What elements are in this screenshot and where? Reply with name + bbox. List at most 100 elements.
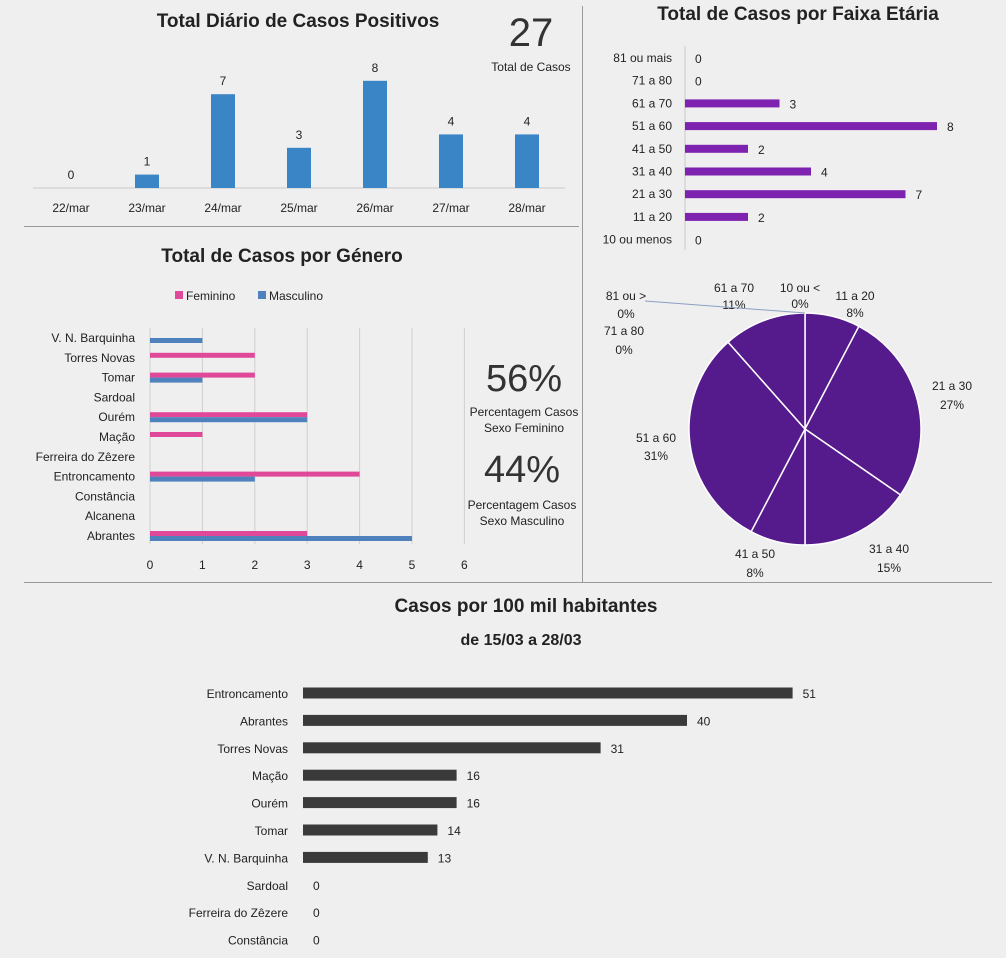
pie-label-pct: 15% <box>877 561 901 575</box>
legend-label-masculino: Masculino <box>269 289 323 303</box>
daily-tick-label: 22/mar <box>52 201 89 215</box>
pie-label-name: 81 ou > <box>606 289 646 303</box>
bar-masculino-v-n-barquinha <box>150 338 203 343</box>
daily-chart-title: Total Diário de Casos Positivos <box>157 11 440 32</box>
pie-label-pct: 11% <box>722 298 745 312</box>
per100k-bar-macao <box>303 769 457 781</box>
pie-label-pct: 31% <box>644 449 668 463</box>
per100k-bar-torres-novas <box>303 742 601 754</box>
legend-label-feminino: Feminino <box>186 289 236 303</box>
gender-category-label: Abrantes <box>87 529 135 543</box>
pie-slice-21-a-30 <box>804 325 922 496</box>
age-value-label: 8 <box>947 120 954 134</box>
gender-tick-label: 0 <box>147 558 154 572</box>
per100k-subtitle: de 15/03 a 28/03 <box>461 632 582 649</box>
bar-masculino-entroncamento <box>150 476 255 482</box>
pie-label-name: 41 a 50 <box>735 547 775 561</box>
divider-vertical <box>582 6 583 582</box>
gender-category-label: Ferreira do Zêzere <box>36 450 136 464</box>
age-tick-label: 61 a 70 <box>632 96 672 110</box>
age-value-label: 3 <box>790 97 797 111</box>
gender-category-label: Mação <box>99 430 135 444</box>
gender-tick-label: 4 <box>356 558 363 572</box>
daily-tick-label: 23/mar <box>128 201 165 215</box>
age-value-label: 4 <box>821 166 828 180</box>
pie-label-name: 10 ou < <box>780 281 820 295</box>
age-tick-label: 51 a 60 <box>632 119 672 133</box>
per100k-category-label: Abrantes <box>240 714 288 728</box>
bar-feminino-tomar <box>150 372 255 378</box>
pie-label-name: 51 a 60 <box>636 431 676 445</box>
daily-tick-label: 28/mar <box>508 201 545 215</box>
per100k-value-label: 0 <box>313 934 320 948</box>
bar-feminino-ourem <box>150 412 308 418</box>
per100k-category-label: Ourém <box>251 797 288 811</box>
per100k-chart: Casos por 100 mil habitantes de 15/03 a … <box>189 596 817 948</box>
age-bar-61-a-70 <box>685 99 780 108</box>
daily-bar-26-mar <box>363 80 387 188</box>
pct-male-label-1: Percentagem Casos <box>468 498 577 512</box>
daily-value-label: 7 <box>220 74 227 88</box>
pie-label-pct: 8% <box>846 306 864 320</box>
daily-value-label: 0 <box>68 168 75 182</box>
gender-tick-label: 2 <box>251 558 258 572</box>
total-cases-value: 27 <box>509 11 554 55</box>
pie-label-name: 61 a 70 <box>714 281 754 295</box>
bar-feminino-abrantes <box>150 531 308 536</box>
pie-leader-line <box>644 300 806 314</box>
per100k-value-label: 0 <box>313 906 320 920</box>
gender-tick-label: 6 <box>461 558 468 572</box>
per100k-category-label: Tomar <box>255 824 288 838</box>
age-tick-label: 81 ou mais <box>613 51 672 65</box>
daily-bar-23-mar <box>135 174 159 188</box>
gender-category-label: V. N. Barquinha <box>51 331 135 345</box>
per100k-category-label: Torres Novas <box>217 742 288 756</box>
bar-feminino-torres-novas <box>150 352 255 358</box>
age-bar-11-a-20 <box>685 212 748 221</box>
daily-cases-chart: Total Diário de Casos Positivos 27 Total… <box>33 11 571 215</box>
pie-label-name: 31 a 40 <box>869 542 909 556</box>
pie-label-name: 11 a 20 <box>835 289 874 303</box>
daily-bar-25-mar <box>287 147 311 188</box>
gender-tick-label: 1 <box>199 558 206 572</box>
bar-feminino-macao <box>150 432 203 437</box>
total-cases-label: Total de Casos <box>491 60 570 74</box>
daily-tick-label: 26/mar <box>356 201 393 215</box>
per100k-category-label: Constância <box>228 934 288 948</box>
legend-swatch-masculino <box>258 291 266 299</box>
age-tick-label: 41 a 50 <box>632 142 672 156</box>
bar-masculino-abrantes <box>150 536 412 541</box>
gender-category-label: Entroncamento <box>54 470 136 484</box>
per100k-value-label: 14 <box>447 824 461 838</box>
daily-value-label: 4 <box>524 114 531 128</box>
age-value-label: 2 <box>758 211 765 225</box>
per100k-value-label: 16 <box>467 797 481 811</box>
pct-male-value: 44% <box>484 449 560 491</box>
age-bar-chart: Total de Casos por Faixa Etária 81 ou ma… <box>603 4 954 250</box>
pie-label-pct: 0% <box>791 297 809 311</box>
gender-category-label: Alcanena <box>85 509 135 523</box>
gender-category-label: Torres Novas <box>64 351 135 365</box>
age-tick-label: 71 a 80 <box>632 74 672 88</box>
per100k-category-label: Entroncamento <box>207 687 289 701</box>
age-value-label: 0 <box>695 75 702 89</box>
gender-tick-label: 5 <box>409 558 416 572</box>
pie-label-pct: 0% <box>617 307 635 321</box>
pie-label-name: 71 a 80 <box>604 324 644 338</box>
gender-category-label: Constância <box>75 489 135 503</box>
gender-tick-label: 3 <box>304 558 311 572</box>
per100k-category-label: Ferreira do Zêzere <box>189 906 289 920</box>
pct-female-label-1: Percentagem Casos <box>470 405 579 419</box>
age-value-label: 0 <box>695 52 702 66</box>
pct-female-value: 56% <box>486 358 562 400</box>
daily-bar-28-mar <box>515 134 539 188</box>
per100k-value-label: 16 <box>467 769 481 783</box>
per100k-value-label: 40 <box>697 714 711 728</box>
age-chart-title: Total de Casos por Faixa Etária <box>657 4 939 25</box>
daily-value-label: 4 <box>448 114 455 128</box>
daily-value-label: 1 <box>144 155 151 169</box>
per100k-value-label: 13 <box>438 851 452 865</box>
per100k-bar-v-n-barquinha <box>303 851 428 863</box>
gender-category-label: Ourém <box>98 410 135 424</box>
per100k-bar-ourem <box>303 797 457 809</box>
